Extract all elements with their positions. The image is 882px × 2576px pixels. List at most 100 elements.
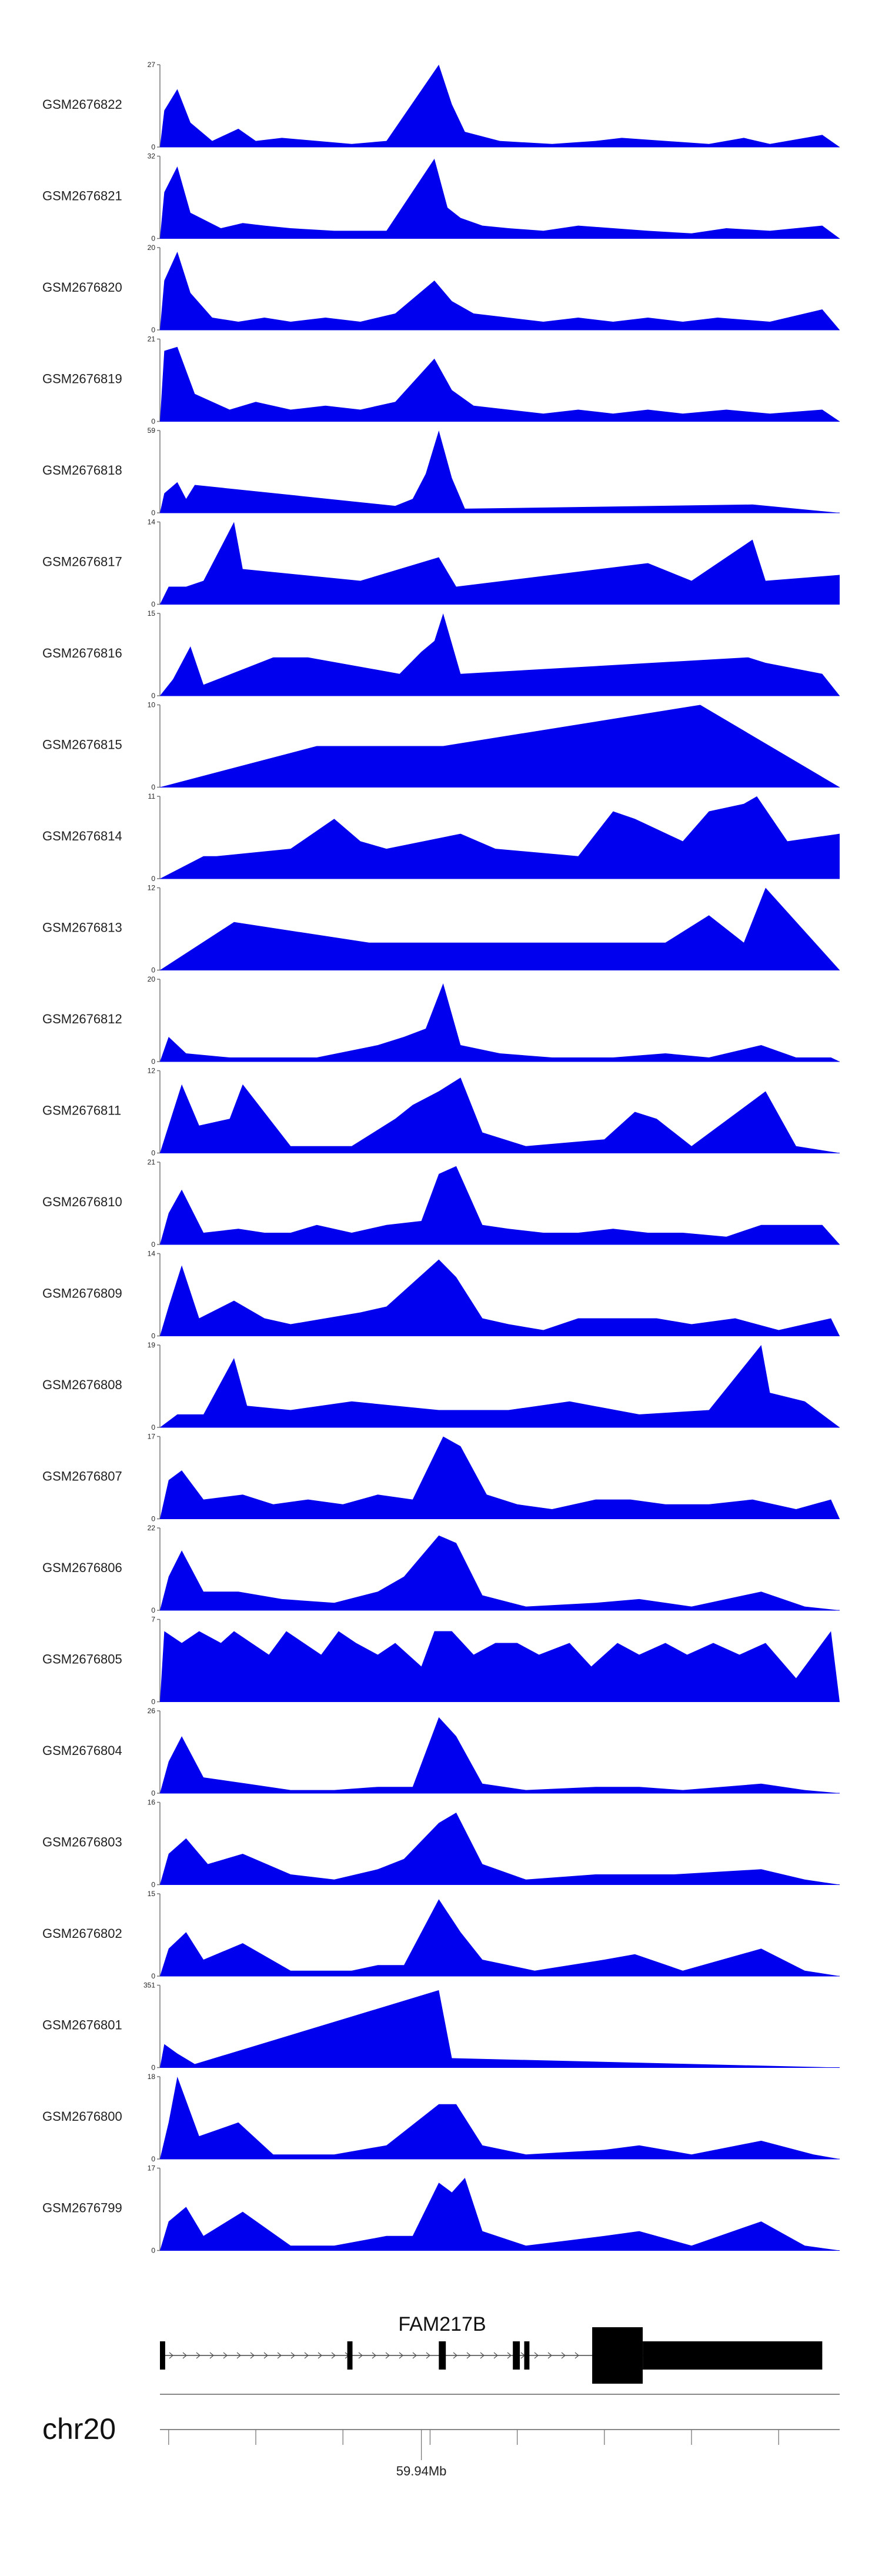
y-tick-min: 0 — [151, 1515, 155, 1523]
track-label: GSM2676799 — [42, 2201, 122, 2215]
y-tick-min: 0 — [151, 600, 155, 609]
y-tick-min: 0 — [151, 1698, 155, 1706]
y-tick-min: 0 — [151, 875, 155, 883]
tracks-group: GSM2676822270GSM2676821320GSM2676820200G… — [42, 61, 840, 2255]
track-label: GSM2676810 — [42, 1194, 122, 1209]
y-tick-min: 0 — [151, 509, 155, 517]
strand-chevron — [412, 2352, 417, 2359]
track-GSM2676821: GSM2676821 32 0 — [42, 152, 840, 243]
y-tick-max: 20 — [148, 975, 156, 983]
y-tick-max: 26 — [148, 1707, 156, 1715]
strand-chevron — [372, 2352, 377, 2359]
signal-area — [160, 1813, 840, 1885]
track-label: GSM2676820 — [42, 280, 122, 295]
y-tick-max: 10 — [148, 701, 156, 709]
y-tick-max: 17 — [148, 1433, 156, 1441]
track-label: GSM2676802 — [42, 1926, 122, 1941]
y-tick-min: 0 — [151, 783, 155, 792]
track-GSM2676811: GSM2676811 12 0 — [42, 1067, 840, 1157]
track-label: GSM2676813 — [42, 920, 122, 935]
signal-area — [160, 1166, 840, 1244]
track-label: GSM2676812 — [42, 1012, 122, 1026]
y-tick-max: 59 — [148, 426, 156, 435]
track-GSM2676806: GSM2676806 22 0 — [42, 1524, 840, 1614]
strand-chevron — [290, 2352, 296, 2359]
strand-chevron — [182, 2352, 188, 2359]
y-tick-min: 0 — [151, 1972, 155, 1980]
y-tick-min: 0 — [151, 326, 155, 334]
y-tick-min: 0 — [151, 966, 155, 975]
y-tick-min: 0 — [151, 2155, 155, 2163]
signal-area — [160, 1535, 840, 1610]
strand-chevron — [507, 2352, 512, 2359]
y-tick-max: 15 — [148, 609, 156, 618]
strand-chevron — [223, 2352, 228, 2359]
signal-area — [160, 1345, 840, 1427]
y-tick-max: 7 — [151, 1616, 155, 1624]
track-GSM2676814: GSM2676814 11 0 — [42, 792, 840, 883]
strand-chevron — [331, 2352, 336, 2359]
y-tick-min: 0 — [151, 143, 155, 151]
track-GSM2676816: GSM2676816 15 0 — [42, 609, 840, 700]
strand-chevron — [277, 2352, 282, 2359]
y-tick-max: 16 — [148, 1798, 156, 1807]
track-GSM2676804: GSM2676804 26 0 — [42, 1707, 840, 1797]
strand-chevron — [304, 2352, 309, 2359]
track-GSM2676822: GSM2676822 27 0 — [42, 61, 840, 151]
track-GSM2676805: GSM2676805 7 0 — [42, 1616, 840, 1706]
exon — [160, 2341, 165, 2370]
track-label: GSM2676809 — [42, 1286, 122, 1301]
y-tick-min: 0 — [151, 1789, 155, 1797]
track-label: GSM2676811 — [42, 1103, 121, 1118]
signal-area — [160, 887, 840, 970]
track-label: GSM2676822 — [42, 97, 122, 112]
signal-area — [160, 1631, 840, 1702]
track-GSM2676820: GSM2676820 20 0 — [42, 243, 840, 334]
y-tick-max: 32 — [148, 152, 156, 161]
track-label: GSM2676808 — [42, 1377, 122, 1392]
y-tick-max: 19 — [148, 1341, 156, 1349]
exon — [439, 2341, 446, 2370]
y-tick-min: 0 — [151, 1057, 155, 1066]
signal-area — [160, 346, 840, 422]
track-label: GSM2676815 — [42, 738, 122, 752]
strand-chevron — [493, 2352, 499, 2359]
y-tick-min: 0 — [151, 2247, 155, 2255]
strand-chevron — [399, 2352, 404, 2359]
track-label: GSM2676804 — [42, 1743, 122, 1758]
signal-area — [160, 1717, 840, 1793]
y-tick-min: 0 — [151, 1149, 155, 1157]
y-tick-max: 12 — [148, 884, 156, 892]
track-label: GSM2676807 — [42, 1469, 122, 1484]
track-GSM2676812: GSM2676812 20 0 — [42, 975, 840, 1066]
strand-chevron — [250, 2352, 255, 2359]
strand-chevron — [169, 2352, 174, 2359]
signal-area — [160, 252, 840, 330]
y-tick-min: 0 — [151, 1332, 155, 1340]
track-GSM2676817: GSM2676817 14 0 — [42, 518, 840, 609]
strand-chevron — [480, 2352, 485, 2359]
track-GSM2676810: GSM2676810 21 0 — [42, 1158, 840, 1249]
axis-ticks — [168, 2430, 779, 2460]
y-tick-max: 351 — [143, 1981, 155, 1990]
track-label: GSM2676816 — [42, 646, 122, 660]
track-GSM2676801: GSM2676801 351 0 — [42, 1981, 840, 2072]
signal-area — [160, 705, 840, 788]
track-GSM2676802: GSM2676802 15 0 — [42, 1890, 840, 1980]
strand-chevron — [534, 2352, 539, 2359]
strand-chevron — [466, 2352, 472, 2359]
y-tick-min: 0 — [151, 418, 155, 426]
y-tick-max: 21 — [148, 1158, 156, 1166]
y-tick-max: 17 — [148, 2164, 156, 2173]
y-tick-max: 18 — [148, 2073, 156, 2081]
strand-chevron — [196, 2352, 201, 2359]
strand-chevron — [318, 2352, 323, 2359]
signal-area — [160, 983, 840, 1062]
track-label: GSM2676803 — [42, 1835, 122, 1850]
y-tick-min: 0 — [151, 1881, 155, 1889]
y-tick-max: 14 — [148, 1250, 156, 1258]
signal-area — [160, 613, 840, 696]
exon — [513, 2341, 520, 2370]
y-tick-min: 0 — [151, 1240, 155, 1249]
